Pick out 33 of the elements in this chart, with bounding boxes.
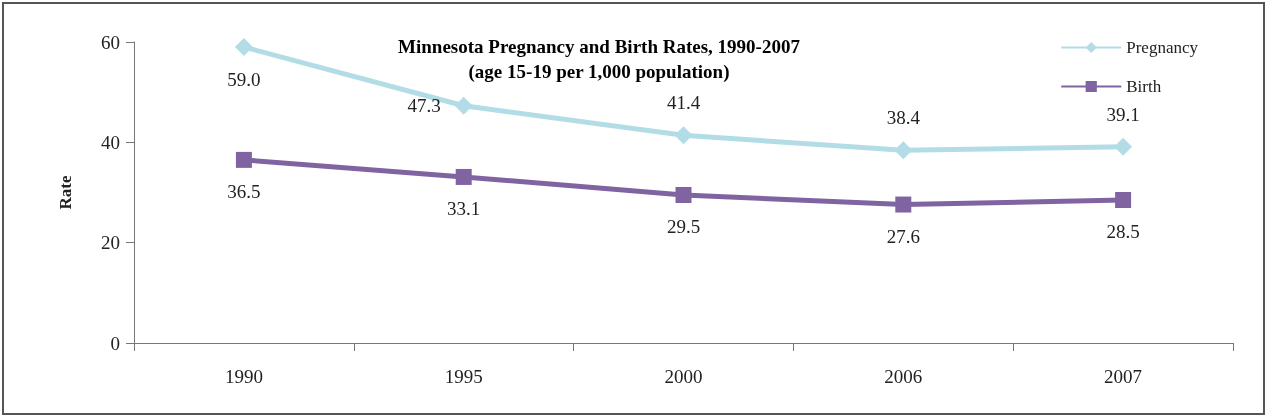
legend-label: Birth: [1126, 77, 1162, 96]
data-label: 39.1: [1106, 103, 1140, 125]
y-tick-label: 0: [110, 332, 120, 354]
y-tick-label: 60: [101, 31, 120, 53]
data-label: 47.3: [407, 95, 441, 117]
point: [674, 126, 693, 145]
point: [234, 38, 253, 57]
point: [1115, 192, 1132, 209]
data-label: 59.0: [227, 69, 261, 91]
legend-label: Pregnancy: [1126, 38, 1199, 57]
x-tick-label: 2006: [884, 366, 923, 387]
data-label: 41.4: [666, 92, 701, 114]
y-axis-title: Rate: [56, 175, 75, 210]
text: (age 15-19 per 1,000 population): [468, 61, 730, 83]
data-label: 36.5: [227, 180, 261, 202]
point: [454, 96, 473, 115]
data-label: 38.4: [886, 107, 921, 129]
x-tick-label: 2007: [1104, 366, 1143, 387]
chart-title: Minnesota Pregnancy and Birth Rates, 1990-2007: [398, 36, 801, 57]
x-tick-label: 1990: [224, 366, 263, 387]
y-tick-label: 40: [101, 131, 120, 153]
point: [895, 196, 912, 213]
x-tick-label: 2000: [664, 366, 703, 387]
data-label: 33.1: [447, 197, 481, 219]
x-tick-label: 1995: [444, 366, 483, 387]
point: [235, 151, 252, 168]
point: [1114, 137, 1133, 156]
y-tick-label: 20: [101, 232, 120, 254]
data-label: 29.5: [666, 216, 701, 238]
data-label: 27.6: [886, 225, 920, 247]
data-label: 28.5: [1106, 221, 1140, 243]
point: [675, 187, 692, 204]
point: [455, 168, 472, 185]
